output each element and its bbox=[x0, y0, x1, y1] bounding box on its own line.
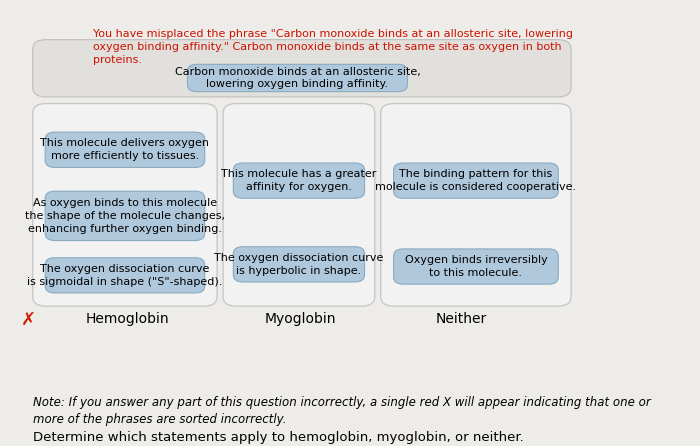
FancyBboxPatch shape bbox=[46, 258, 204, 293]
Text: ✗: ✗ bbox=[21, 310, 36, 328]
Text: Note: If you answer any part of this question incorrectly, a single red X will a: Note: If you answer any part of this que… bbox=[33, 396, 650, 426]
FancyBboxPatch shape bbox=[393, 163, 559, 198]
FancyBboxPatch shape bbox=[188, 64, 407, 91]
Text: You have misplaced the phrase "Carbon monoxide binds at an allosteric site, lowe: You have misplaced the phrase "Carbon mo… bbox=[93, 29, 573, 65]
Text: Hemoglobin: Hemoglobin bbox=[86, 312, 169, 326]
Text: Neither: Neither bbox=[435, 312, 486, 326]
Text: The oxygen dissociation curve
is hyperbolic in shape.: The oxygen dissociation curve is hyperbo… bbox=[214, 253, 384, 276]
Text: As oxygen binds to this molecule
the shape of the molecule changes,
enhancing fu: As oxygen binds to this molecule the sha… bbox=[25, 198, 225, 234]
FancyBboxPatch shape bbox=[393, 249, 559, 284]
Text: This molecule has a greater
affinity for oxygen.: This molecule has a greater affinity for… bbox=[221, 169, 377, 192]
FancyBboxPatch shape bbox=[33, 103, 217, 306]
Text: Carbon monoxide binds at an allosteric site,
lowering oxygen binding affinity.: Carbon monoxide binds at an allosteric s… bbox=[174, 66, 420, 89]
FancyBboxPatch shape bbox=[233, 163, 365, 198]
FancyBboxPatch shape bbox=[46, 132, 204, 167]
FancyBboxPatch shape bbox=[223, 103, 374, 306]
Text: Oxygen binds irreversibly
to this molecule.: Oxygen binds irreversibly to this molecu… bbox=[405, 255, 547, 278]
FancyBboxPatch shape bbox=[46, 191, 204, 240]
Text: Determine which statements apply to hemoglobin, myoglobin, or neither.: Determine which statements apply to hemo… bbox=[33, 431, 524, 444]
FancyBboxPatch shape bbox=[381, 103, 571, 306]
Text: The binding pattern for this
molecule is considered cooperative.: The binding pattern for this molecule is… bbox=[375, 169, 577, 192]
Text: This molecule delivers oxygen
more efficiently to tissues.: This molecule delivers oxygen more effic… bbox=[41, 138, 209, 161]
FancyBboxPatch shape bbox=[233, 247, 365, 282]
Text: Myoglobin: Myoglobin bbox=[265, 312, 336, 326]
Text: The oxygen dissociation curve
is sigmoidal in shape ("S"-shaped).: The oxygen dissociation curve is sigmoid… bbox=[27, 264, 223, 287]
FancyBboxPatch shape bbox=[33, 40, 571, 97]
